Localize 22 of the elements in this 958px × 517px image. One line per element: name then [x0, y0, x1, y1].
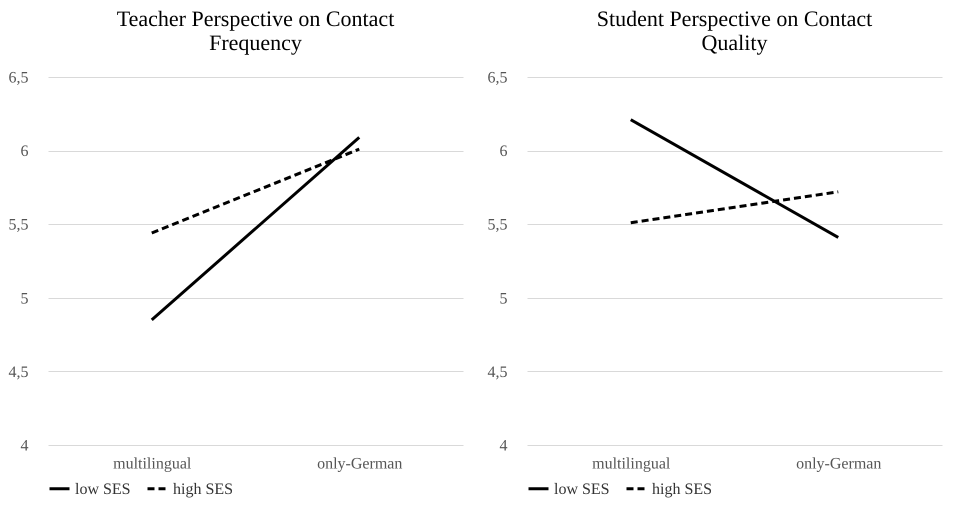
- y-tick-label: 6,5: [488, 70, 508, 86]
- legend-label: high SES: [652, 480, 712, 498]
- y-tick-label: 4: [20, 438, 28, 454]
- y-tick-label: 5,5: [8, 216, 28, 234]
- legend-label: low SES: [75, 480, 131, 498]
- y-tick-label: 4,5: [8, 364, 28, 381]
- x-tick-label: only-German: [796, 456, 882, 472]
- x-tick-label: multilingual: [592, 456, 671, 472]
- x-tick-label: only-German: [317, 456, 402, 472]
- y-tick-label: 6: [500, 143, 508, 160]
- x-tick-label: multilingual: [113, 456, 192, 472]
- y-tick-label: 6,5: [8, 70, 28, 86]
- legend-label: low SES: [554, 480, 610, 498]
- y-tick-label: 5: [20, 290, 28, 308]
- y-tick-label: 5,5: [488, 216, 508, 234]
- legend-label: high SES: [173, 480, 234, 498]
- y-tick-label: 6: [20, 143, 28, 160]
- y-tick-label: 5: [500, 290, 508, 308]
- chart-title: Teacher Perspective on Contact Frequency: [116, 6, 394, 55]
- y-tick-label: 4: [500, 438, 508, 454]
- chart-title: Student Perspective on Contact Quality: [596, 6, 872, 55]
- y-tick-label: 4,5: [488, 364, 508, 381]
